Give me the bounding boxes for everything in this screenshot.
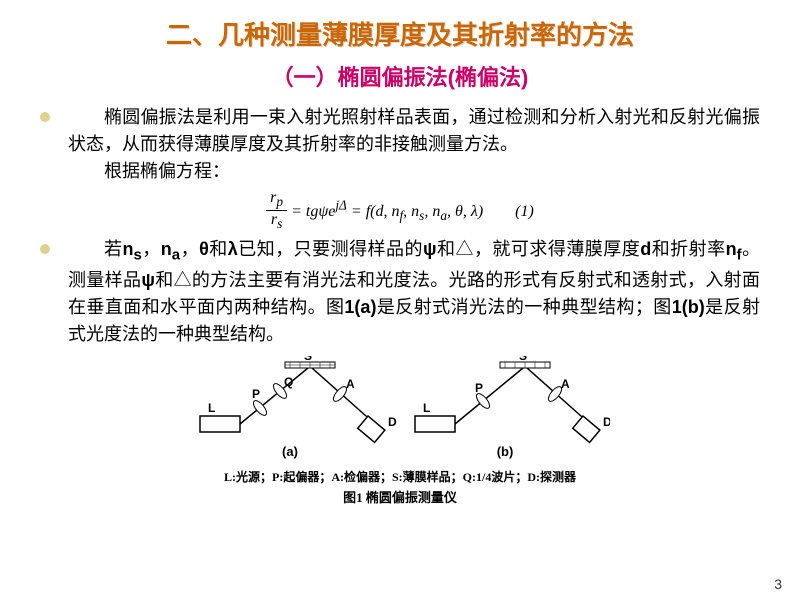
svg-text:A: A (346, 377, 355, 391)
page-number: 3 (774, 576, 782, 592)
subtitle: （一）椭圆偏振法(椭偏法) (40, 60, 760, 92)
bullet-row-1: 椭圆偏振法是利用一束入射光照射样品表面，通过检测和分析入射光和反射光偏振状态，从… (40, 104, 760, 185)
bullet-icon (40, 244, 50, 254)
svg-text:D: D (603, 415, 610, 429)
svg-text:(b): (b) (497, 444, 514, 459)
diagram-svg: S L P Q A D (a) (190, 356, 610, 466)
svg-text:L: L (423, 401, 430, 415)
bullet-row-2: 若ns，na，θ和λ已知，只要测得样品的ψ和△，就可求得薄膜厚度d和折射率nf。… (40, 236, 760, 348)
svg-text:A: A (561, 377, 570, 391)
svg-text:Q: Q (284, 375, 293, 389)
svg-text:P: P (252, 387, 260, 401)
paragraph-1: 椭圆偏振法是利用一束入射光照射样品表面，通过检测和分析入射光和反射光偏振状态，从… (68, 104, 760, 158)
svg-text:P: P (475, 381, 483, 395)
main-title: 二、几种测量薄膜厚度及其折射率的方法 (40, 15, 760, 52)
paragraph-2: 若ns，na，θ和λ已知，只要测得样品的ψ和△，就可求得薄膜厚度d和折射率nf。… (68, 236, 760, 348)
equation: rp rs = tgψejΔ = f(d, nf, ns, na, θ, λ) … (40, 189, 760, 232)
svg-text:S: S (304, 356, 312, 363)
svg-text:(a): (a) (282, 444, 298, 459)
figure-caption: 图1 椭圆偏振测量仪 (40, 487, 760, 506)
figure-1: S L P Q A D (a) (40, 356, 760, 506)
figure-legend: L:光源；P:起偏器；A:检偏器；S:薄膜样品；Q:1/4波片；D:探测器 (40, 468, 760, 485)
paragraph-1b: 根据椭偏方程： (68, 158, 760, 185)
svg-text:S: S (519, 356, 527, 363)
svg-text:L: L (208, 401, 215, 415)
slide-content: 二、几种测量薄膜厚度及其折射率的方法 （一）椭圆偏振法(椭偏法) 椭圆偏振法是利… (0, 0, 800, 506)
bullet-icon (40, 112, 50, 122)
svg-text:D: D (388, 415, 397, 429)
